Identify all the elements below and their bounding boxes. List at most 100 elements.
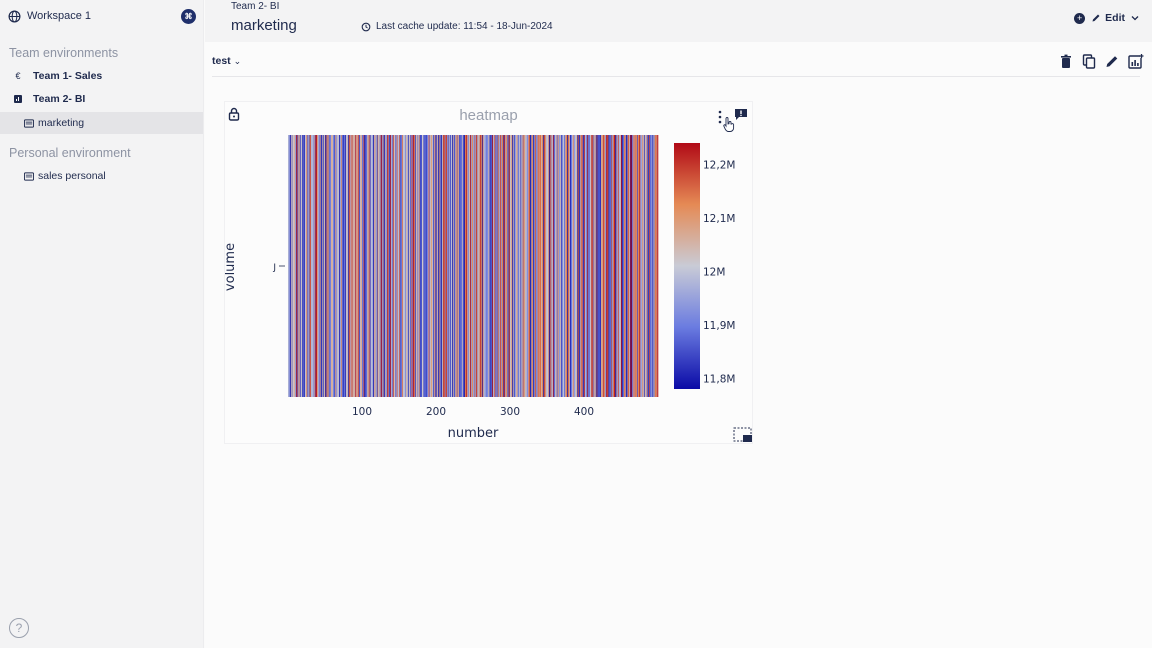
heatmap-cell: [313, 135, 315, 397]
heatmap-cell: [609, 135, 611, 397]
sidebar-item-sales-personal[interactable]: sales personal: [0, 165, 203, 187]
heatmap-cell: [462, 135, 464, 397]
heatmap-cell: [480, 135, 482, 397]
heatmap-cell: [436, 135, 438, 397]
heatmap-cell: [622, 135, 624, 397]
copy-icon[interactable]: [1082, 54, 1096, 69]
heatmap-cell: [482, 135, 484, 397]
heatmap-cell: [623, 135, 625, 397]
heatmap-cell: [641, 135, 643, 397]
heatmap-cell: [288, 135, 290, 397]
heatmap-cell: [551, 135, 553, 397]
heatmap-cell: [289, 135, 291, 397]
heatmap-cell: [327, 135, 329, 397]
heatmap-cell: [421, 135, 423, 397]
heatmap-cell: [499, 135, 501, 397]
heatmap-cell: [402, 135, 404, 397]
heatmap-cell: [353, 135, 355, 397]
workspace-badge-icon[interactable]: ⌘: [181, 8, 196, 24]
heatmap-cell: [302, 135, 304, 397]
sidebar-item-marketing[interactable]: marketing: [0, 112, 203, 134]
heatmap-cell: [621, 135, 623, 397]
heatmap-cell: [605, 135, 607, 397]
heatmap-cell: [304, 135, 306, 397]
heatmap-cell: [393, 135, 395, 397]
heatmap-cell: [582, 135, 584, 397]
heatmap-cell: [399, 135, 401, 397]
breadcrumb[interactable]: Team 2- BI: [231, 1, 280, 12]
heatmap-cell: [377, 135, 379, 397]
heatmap-cell: [510, 135, 512, 397]
heatmap-cell: [497, 135, 499, 397]
heatmap-cell: [430, 135, 432, 397]
heatmap-cell: [303, 135, 305, 397]
resize-icon[interactable]: [733, 427, 753, 443]
heatmap-cell: [467, 135, 469, 397]
heatmap-cell: [637, 135, 639, 397]
edit-button[interactable]: Edit: [1105, 12, 1125, 24]
heatmap-cell: [650, 135, 652, 397]
heatmap-cell: [592, 135, 594, 397]
heatmap-cell: [295, 135, 297, 397]
heatmap-cell: [314, 135, 316, 397]
heatmap-cell: [412, 135, 414, 397]
heatmap-cell: [324, 135, 326, 397]
page-header: Team 2- BI marketing Last cache update: …: [205, 0, 1152, 42]
personal-environment-title: Personal environment: [9, 146, 131, 160]
workspace-selector[interactable]: Workspace 1 ⌘: [8, 8, 196, 24]
globe-icon: [8, 10, 21, 22]
heatmap-cell: [416, 135, 418, 397]
add-chart-icon[interactable]: [1128, 54, 1144, 69]
heatmap-cell: [333, 135, 335, 397]
heatmap-cell: [620, 135, 622, 397]
chevron-down-icon[interactable]: [1130, 14, 1140, 22]
heatmap-cell: [612, 135, 614, 397]
heatmap-cell: [444, 135, 446, 397]
pencil-icon[interactable]: [1105, 54, 1119, 69]
heatmap-cell: [501, 135, 503, 397]
heatmap-cell: [571, 135, 573, 397]
heatmap-cell: [339, 135, 341, 397]
heatmap-cell: [451, 135, 453, 397]
heatmap-cell: [614, 135, 616, 397]
heatmap-cell: [585, 135, 587, 397]
heatmap-cell: [414, 135, 416, 397]
more-vertical-icon[interactable]: [718, 110, 722, 124]
heatmap-cell: [515, 135, 517, 397]
heatmap-cell: [318, 135, 320, 397]
heatmap-cell: [424, 135, 426, 397]
help-icon[interactable]: ?: [9, 618, 29, 638]
heatmap-cell: [479, 135, 481, 397]
tab-divider: [212, 76, 1140, 77]
heatmap-cell: [581, 135, 583, 397]
heatmap-cell: [526, 135, 528, 397]
trash-icon[interactable]: [1059, 54, 1073, 69]
add-icon[interactable]: +: [1074, 12, 1086, 24]
heatmap-cell: [652, 135, 654, 397]
sidebar-item-label: marketing: [38, 117, 85, 129]
tab-test[interactable]: test ⌄: [212, 55, 241, 67]
heatmap-cell: [590, 135, 592, 397]
heatmap-cell: [293, 135, 295, 397]
heatmap-cell: [446, 135, 448, 397]
lock-icon[interactable]: [228, 107, 240, 121]
heatmap-cell: [503, 135, 505, 397]
heatmap-cell: [618, 135, 620, 397]
heatmap-cell: [581, 135, 583, 397]
heatmap-cell: [401, 135, 403, 397]
heatmap-cell: [639, 135, 641, 397]
heatmap-cell: [330, 135, 332, 397]
comment-alert-icon[interactable]: [734, 108, 748, 121]
heatmap-cell: [455, 135, 457, 397]
heatmap-cell: [418, 135, 420, 397]
heatmap-cell: [436, 135, 438, 397]
sidebar-item-team-2-bi[interactable]: Team 2- BI: [0, 88, 203, 110]
heatmap-cell: [306, 135, 308, 397]
heatmap-cell: [359, 135, 361, 397]
heatmap-cell: [453, 135, 455, 397]
sidebar-item-team-1-sales[interactable]: € Team 1- Sales: [0, 65, 203, 87]
heatmap-cell: [549, 135, 551, 397]
heatmap-cell: [331, 135, 333, 397]
heatmap-cell: [498, 135, 500, 397]
heatmap-cell: [460, 135, 462, 397]
